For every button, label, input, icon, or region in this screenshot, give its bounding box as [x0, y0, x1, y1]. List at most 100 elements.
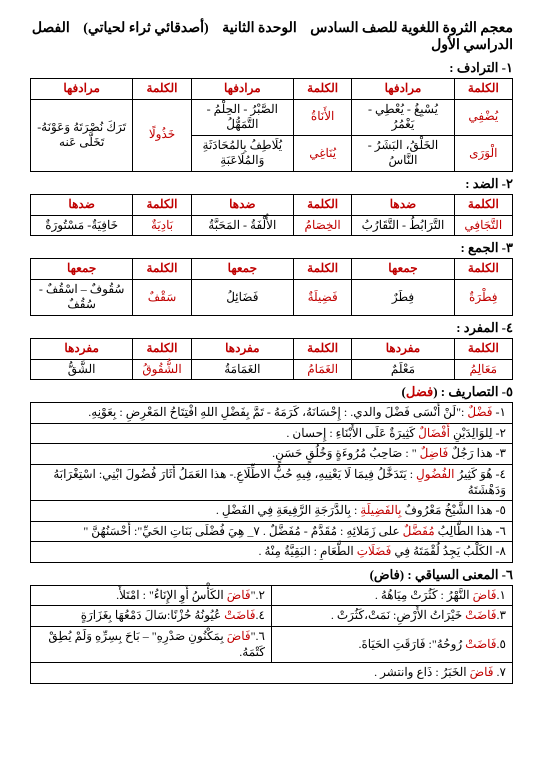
list-item: ٤- هُوَ كَثِيرُ الفُضُولِ : يَتَدَخَّلُ …: [31, 464, 513, 500]
cell: ٢- لِلوَالِدَيْنِ أَفْضَالٌ كَثِيرَةٌ عَ…: [31, 423, 513, 444]
hdr-p3: (أصدقائي ثراء لحياتي): [83, 21, 208, 36]
sec4-title: ٤- المفرد :: [30, 320, 513, 336]
list-item: ٥- هذا الشَّيْخُ مَعْرُوفٌ بِالفَضِيلَةِ…: [31, 501, 513, 522]
cell: الخَلْقُ، البَشَرُ - النَّاسُ: [352, 135, 454, 171]
cell: يُسْبِغُ - يُعْطِي - يَغْمُرُ: [352, 99, 454, 135]
cell: ٨- الكَلْبُ يَجِدُ لُقْمَتَهُ فِي فَضَلَ…: [31, 542, 513, 563]
table-header-row: الكلمة مفردها الكلمة مفردها الكلمة مفرده…: [31, 338, 513, 359]
cell-word: فِطْرَةٌ: [454, 279, 512, 315]
sec6-title: ٦- المعنى السياقي : (فاض): [30, 567, 513, 583]
list-item: ٦- هذا الطَّالِبُ مُفَضَّلٌ على زَمَلائِ…: [31, 521, 513, 542]
cell: ١- فَضْلٌ :"لَنْ أَنْسَى فَضْلَ والدي. :…: [31, 403, 513, 424]
cell: ٢."فَاضَ الكَأْسُ أَوِ الإِنَاءُ" : امْت…: [31, 585, 272, 606]
th: الكلمة: [133, 79, 191, 100]
cell: ١.فَاضَ النَّهْرُ : كَثُرَتْ مِيَاهُهُ .: [272, 585, 513, 606]
th: جمعها: [191, 259, 293, 280]
th: مفردها: [191, 338, 293, 359]
list-item: ٧. فَاضَ الخَبَرُ : ذَاع وانتشر .: [31, 663, 513, 684]
list-item: ١- فَضْلٌ :"لَنْ أَنْسَى فَضْلَ والدي. :…: [31, 403, 513, 424]
cell: ٥.فَاضَتْ رُوحُهُ": فَارَقَتِ الحَيَاةَ.: [272, 627, 513, 663]
table-header-row: الكلمة جمعها الكلمة جمعها الكلمة جمعها: [31, 259, 513, 280]
th: الكلمة: [133, 194, 191, 215]
cell-word: مَعَالِمُ: [454, 359, 512, 380]
cell-word: الْوَرَى: [454, 135, 512, 171]
table-row: فِطْرَةٌ فِطَرٌ فَضِيلَةٌ فَضَائِلُ سَقْ…: [31, 279, 513, 315]
th: مفردها: [31, 338, 133, 359]
th: مفردها: [352, 338, 454, 359]
th: ضدها: [191, 194, 293, 215]
cell: يُلَاطِفُ بِالمُحَادَثَةِ وَالمُلَاعَبَة…: [191, 135, 293, 171]
sec3-title: ٣- الجمع :: [30, 240, 513, 256]
cell: ٧. فَاضَ الخَبَرُ : ذَاع وانتشر .: [31, 663, 513, 684]
sec5-a: ٥- التصاريف : (: [433, 384, 513, 399]
list-item: ٣- هذا رَجُلٌ فَاضِلٌ " : صَاحِبُ مُرُوء…: [31, 444, 513, 465]
cell-word: الأَنَاةُ: [293, 99, 351, 135]
th: الكلمة: [133, 338, 191, 359]
th: جمعها: [352, 259, 454, 280]
cell-word: الشُّقُوقُ: [133, 359, 191, 380]
cell-word: سَقْفٌ: [133, 279, 191, 315]
sec1-title: ١- الترادف :: [30, 60, 513, 76]
hdr-p1: معجم الثروة اللغوية للصف السادس: [310, 21, 513, 36]
cell: ٤- هُوَ كَثِيرُ الفُضُولِ : يَتَدَخَّلُ …: [31, 464, 513, 500]
cell-word: يُنَاغِي: [293, 135, 351, 171]
th: مرادفها: [31, 79, 133, 100]
list-item: ٣.فَاضَتْ خَيْرَاتُ الأَرْضِ: نَمَتْ،كَث…: [31, 606, 513, 627]
sec5-title: ٥- التصاريف : (فضل): [30, 384, 513, 400]
cell: ٦- هذا الطَّالِبُ مُفَضَّلٌ على زَمَلائِ…: [31, 521, 513, 542]
cell: فِطَرٌ: [352, 279, 454, 315]
cell: سُقُوفٌ – اسْقُفٌ - سُقُفٌ: [31, 279, 133, 315]
th: الكلمة: [293, 259, 351, 280]
table-antonyms: الكلمة ضدها الكلمة ضدها الكلمة ضدها التَ…: [30, 194, 513, 236]
table-tasreef: ١- فَضْلٌ :"لَنْ أَنْسَى فَضْلَ والدي. :…: [30, 402, 513, 563]
cell: ٥- هذا الشَّيْخُ مَعْرُوفٌ بِالفَضِيلَةِ…: [31, 501, 513, 522]
page-header: معجم الثروة اللغوية للصف السادس الوحدة ا…: [30, 20, 513, 54]
cell: ٣- هذا رَجُلٌ فَاضِلٌ " : صَاحِبُ مُرُوء…: [31, 444, 513, 465]
th: ضدها: [31, 194, 133, 215]
cell-word: يُضْفِي: [454, 99, 512, 135]
hdr-p2: الوحدة الثانية: [222, 21, 297, 36]
sec5-b: فضل: [406, 384, 433, 399]
th: جمعها: [31, 259, 133, 280]
table-header-row: الكلمة ضدها الكلمة ضدها الكلمة ضدها: [31, 194, 513, 215]
cell-word: فَضِيلَةٌ: [293, 279, 351, 315]
table-singular: الكلمة مفردها الكلمة مفردها الكلمة مفرده…: [30, 338, 513, 380]
cell: مَعْلَمٌ: [352, 359, 454, 380]
th: الكلمة: [293, 79, 351, 100]
th: الكلمة: [454, 259, 512, 280]
table-row: يُضْفِي يُسْبِغُ - يُعْطِي - يَغْمُرُ ال…: [31, 99, 513, 135]
cell-word: التَّجَافِي: [454, 215, 512, 236]
list-item: ٨- الكَلْبُ يَجِدُ لُقْمَتَهُ فِي فَضَلَ…: [31, 542, 513, 563]
th: ضدها: [352, 194, 454, 215]
cell-word: الخِصَامُ: [293, 215, 351, 236]
cell: الصَّبْرُ - الحِلْمُ - التَّمَهُّلُ: [191, 99, 293, 135]
th: الكلمة: [454, 338, 512, 359]
cell: خَافِيَةٌ- مَسْتُورَةٌ: [31, 215, 133, 236]
cell: ٦."فَاضَ بِمَكْنُونِ صَدْرِهِ" – بَاحَ ب…: [31, 627, 272, 663]
list-item: ٥.فَاضَتْ رُوحُهُ": فَارَقَتِ الحَيَاةَ.…: [31, 627, 513, 663]
th: الكلمة: [293, 338, 351, 359]
th: الكلمة: [133, 259, 191, 280]
cell: تَرَكَ نُصْرَتَهُ وَعَوْنَهُ- تَخَلَّى ع…: [31, 99, 133, 171]
list-item: ١.فَاضَ النَّهْرُ : كَثُرَتْ مِيَاهُهُ .…: [31, 585, 513, 606]
cell: ٤.فَاضَتْ عُيُونُهُ حُزْنًا:سَالَ دَمْعُ…: [31, 606, 272, 627]
table-synonyms: الكلمة مرادفها الكلمة مرادفها الكلمة مرا…: [30, 78, 513, 172]
cell: الغَمَامَةُ: [191, 359, 293, 380]
cell-word: الغَمَامُ: [293, 359, 351, 380]
table-plural: الكلمة جمعها الكلمة جمعها الكلمة جمعها ف…: [30, 258, 513, 316]
table-row: مَعَالِمُ مَعْلَمٌ الغَمَامُ الغَمَامَةُ…: [31, 359, 513, 380]
cell: التَّرَابُطُ - التَّقَارُبُ: [352, 215, 454, 236]
table-row: التَّجَافِي التَّرَابُطُ - التَّقَارُبُ …: [31, 215, 513, 236]
th: الكلمة: [293, 194, 351, 215]
sec2-title: ٢- الضد :: [30, 176, 513, 192]
table-context: ١.فَاضَ النَّهْرُ : كَثُرَتْ مِيَاهُهُ .…: [30, 585, 513, 684]
th: الكلمة: [454, 79, 512, 100]
cell: ٣.فَاضَتْ خَيْرَاتُ الأَرْضِ: نَمَتْ،كَث…: [272, 606, 513, 627]
cell: فَضَائِلُ: [191, 279, 293, 315]
th: مرادفها: [352, 79, 454, 100]
cell-word: بَادِيَةٌ: [133, 215, 191, 236]
cell: الشَّقُّ: [31, 359, 133, 380]
th: مرادفها: [191, 79, 293, 100]
table-header-row: الكلمة مرادفها الكلمة مرادفها الكلمة مرا…: [31, 79, 513, 100]
cell: الأُلْفَةُ - المَحَبَّةُ: [191, 215, 293, 236]
